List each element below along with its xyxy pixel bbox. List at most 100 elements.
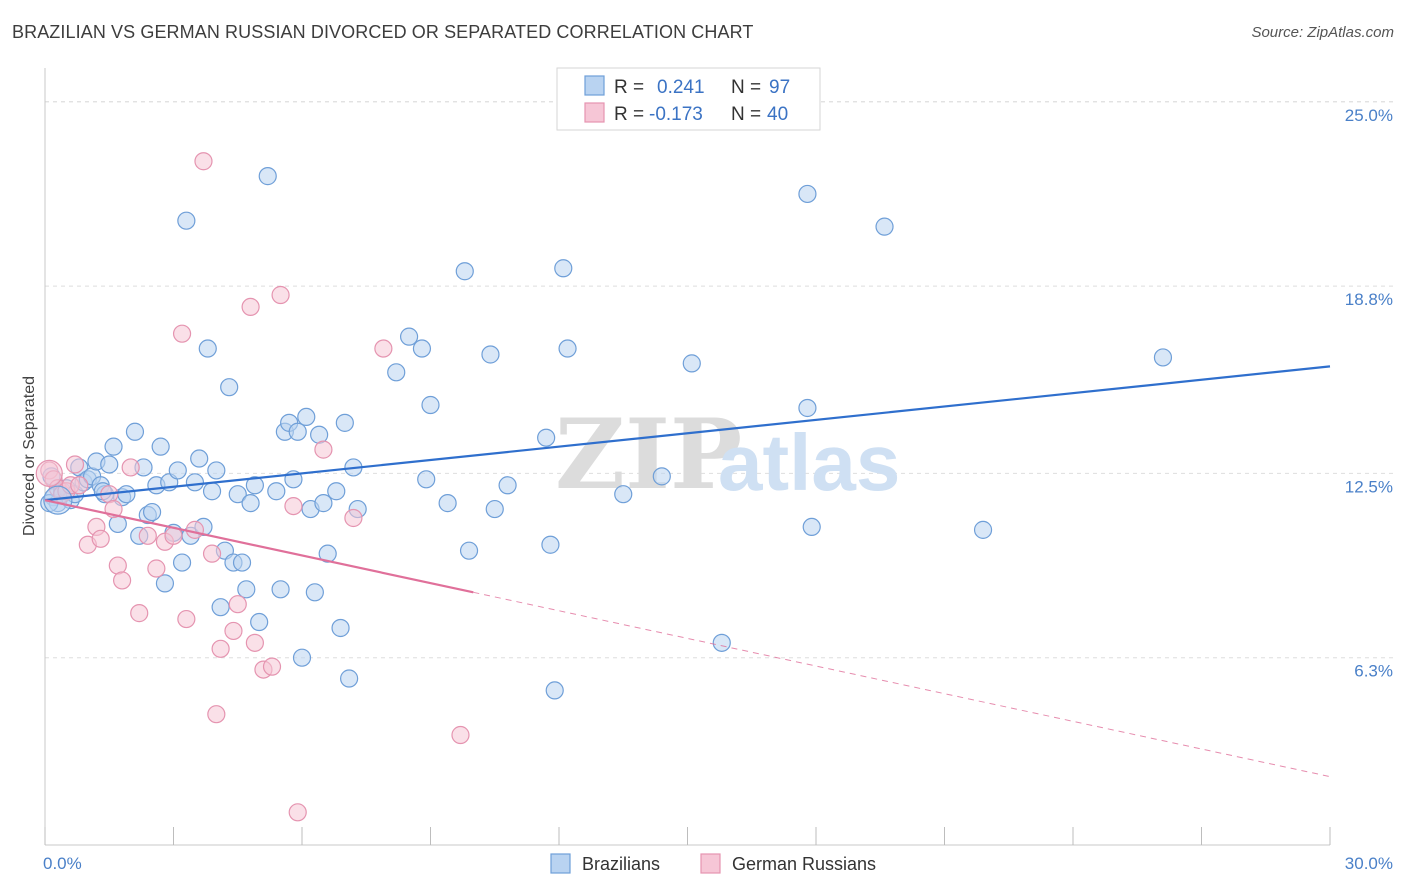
german-russians-point	[185, 520, 205, 539]
german-russians-point	[202, 544, 222, 563]
german-russians-point	[121, 458, 140, 477]
y-axis-label: Divorced or Separated	[21, 376, 38, 536]
brazilians-point	[125, 422, 145, 441]
brazilians-point	[417, 470, 436, 489]
y-tick-label: 25.0%	[1345, 106, 1393, 125]
german-russians-point	[207, 705, 226, 724]
german-russians-point	[262, 657, 282, 676]
brazilians-point	[652, 467, 671, 486]
bottom-legend: Brazilians German Russians	[550, 853, 876, 874]
german-russians-point	[194, 152, 213, 171]
brazilians-point	[412, 339, 432, 358]
german-russians-point	[35, 459, 63, 487]
brazilians-point	[151, 437, 170, 456]
brazilians-point	[798, 184, 817, 204]
brazilians-point	[241, 494, 260, 513]
brazilians-point	[614, 485, 633, 504]
brazilians-point	[100, 455, 119, 474]
y-tick-label: 6.3%	[1354, 662, 1393, 681]
german-russians-point	[112, 571, 132, 590]
german-russians-point	[241, 297, 260, 317]
brazilians-point	[485, 499, 504, 519]
brazilians-point	[481, 345, 500, 364]
chart-title: BRAZILIAN VS GERMAN RUSSIAN DIVORCED OR …	[12, 22, 754, 42]
brazilians-point	[1153, 348, 1173, 367]
brazilians-point	[455, 262, 474, 281]
brazilians-point	[202, 482, 222, 501]
brazilians-point	[554, 259, 573, 278]
brazilians-point	[798, 398, 817, 418]
x-tick-label: 0.0%	[43, 854, 82, 873]
brazilians-point	[459, 541, 479, 560]
brazilians-point	[211, 598, 230, 617]
brazilians-point	[331, 618, 350, 638]
german-russians-point	[65, 455, 85, 474]
brazilians-point	[802, 517, 821, 537]
brazilians-point	[220, 378, 239, 397]
brazilians-point	[177, 211, 196, 230]
brazilians-point	[498, 476, 517, 495]
bottom-legend-swatch-brazilians	[550, 853, 571, 874]
axes	[44, 68, 1331, 846]
german-russians-point	[91, 529, 110, 548]
german-russians-point	[374, 339, 393, 358]
legend-n-label-2: N =	[731, 104, 761, 125]
brazilians-point	[537, 428, 556, 447]
brazilians-point	[228, 485, 247, 504]
brazilians-point	[335, 413, 354, 432]
brazilians-point	[421, 395, 440, 415]
brazilians-point	[232, 553, 252, 572]
brazilians-point	[288, 422, 307, 441]
legend-r-value-1: 0.241	[657, 77, 705, 98]
brazilians-point	[297, 407, 316, 427]
legend-swatch-pink	[584, 102, 605, 123]
y-tick-label: 18.8%	[1345, 290, 1393, 309]
legend-r-label-1: R =	[614, 77, 644, 98]
legend: R = 0.241 N = 97 R = -0.173 N = 40	[556, 67, 821, 131]
brazilians-point	[438, 494, 457, 513]
brazilians-point	[190, 449, 209, 468]
brazilians-point	[399, 327, 419, 346]
legend-r-label-2: R =	[614, 104, 644, 125]
brazilians-point	[712, 633, 731, 652]
brazilians-point	[43, 485, 73, 515]
german-russians-point	[211, 639, 230, 658]
watermark-atlas: atlas	[718, 418, 900, 507]
german-russians-point	[288, 803, 307, 822]
watermark: ZIP atlas	[555, 398, 900, 511]
tick-labels: 25.0% 18.8% 12.5% 6.3% 0.0% 30.0%	[43, 106, 1393, 873]
german-russians-point	[245, 633, 264, 652]
german-russians-point	[271, 285, 290, 305]
german-russians-point	[147, 559, 166, 578]
brazilians-point	[267, 482, 286, 501]
trend-lines	[44, 365, 1331, 778]
brazilians-point	[237, 580, 256, 599]
german-russians-point	[172, 324, 192, 343]
y-tick-label: 12.5%	[1345, 477, 1393, 496]
brazilians-point	[117, 485, 136, 504]
german-russians-point	[138, 526, 157, 545]
brazilians-point	[198, 339, 217, 358]
brazilians-point	[541, 535, 560, 554]
brazilians-point	[558, 339, 577, 358]
bottom-legend-brazilians: Brazilians	[582, 854, 660, 874]
x-tick-label: 30.0%	[1345, 854, 1393, 873]
brazilians-trend-line	[44, 365, 1331, 502]
german-russians-trend-line	[44, 499, 474, 594]
german-russians-point	[314, 440, 333, 459]
german-russians-point	[224, 621, 243, 641]
brazilians-point	[387, 363, 406, 382]
german-russians-point	[344, 508, 363, 528]
legend-n-value-1: 97	[769, 77, 790, 98]
bottom-legend-swatch-german-russians	[700, 853, 721, 874]
legend-n-value-2: 40	[767, 104, 788, 125]
german-russians-point	[451, 725, 470, 745]
watermark-zip: ZIP	[555, 398, 742, 511]
brazilians-point	[314, 494, 333, 513]
brazilians-point	[250, 612, 269, 632]
brazilians-point	[185, 473, 205, 492]
chart-source: Source: ZipAtlas.com	[1251, 24, 1394, 41]
brazilians-point	[245, 476, 264, 495]
brazilians-point	[142, 502, 162, 522]
brazilians-point	[682, 354, 701, 373]
